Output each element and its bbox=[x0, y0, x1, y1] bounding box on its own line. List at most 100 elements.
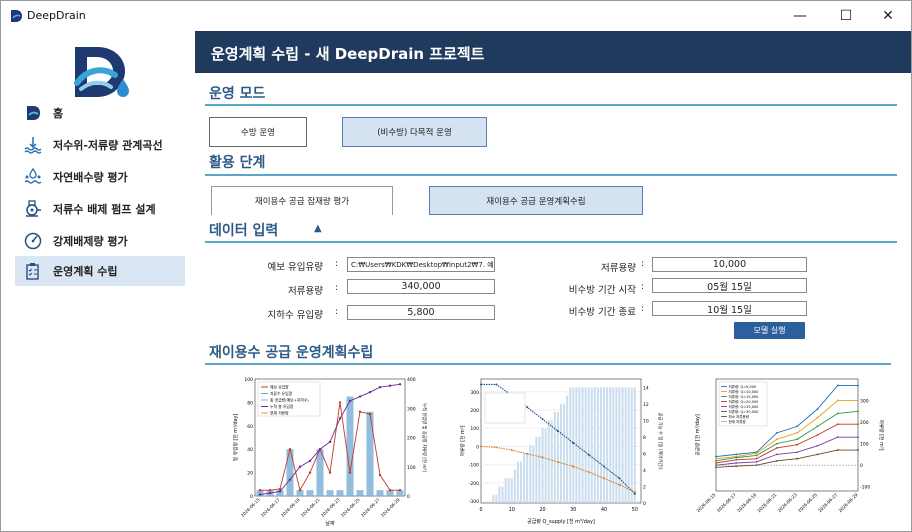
data-point bbox=[388, 488, 392, 492]
inflow-forecast-file-field[interactable]: C:₩Users₩KDK₩Desktop₩input2₩7. 예시_유입량 시나… bbox=[347, 257, 495, 272]
bar bbox=[578, 387, 581, 503]
storage-input[interactable]: 340,000 bbox=[347, 279, 495, 294]
legend-label: 예보 유입량 bbox=[270, 385, 289, 390]
bar bbox=[256, 490, 264, 496]
y-axis-label: 일 유입량 [천 m³/day] bbox=[232, 414, 239, 462]
legend-label: 저류량: Q=10,000 bbox=[729, 389, 759, 394]
sidebar-item-forced-drainage[interactable]: 강제배제량 평가 bbox=[15, 226, 185, 256]
data-point bbox=[378, 385, 382, 389]
series-line bbox=[715, 400, 858, 460]
mode-button-multipurpose[interactable]: (비수방) 다목적 운영 bbox=[342, 117, 487, 147]
data-point bbox=[755, 457, 758, 460]
y2-tick-label: 300 bbox=[407, 406, 416, 412]
data-point bbox=[298, 465, 302, 468]
bar bbox=[615, 387, 618, 503]
sidebar-item-pump-design[interactable]: 저류수 배제 펌프 설계 bbox=[15, 194, 185, 224]
data-point bbox=[603, 477, 606, 480]
sidebar-item-natural-drainage[interactable]: 자연배수량 평가 bbox=[15, 162, 185, 192]
y2-tick-label: 300 bbox=[860, 399, 869, 405]
period-start-input[interactable]: 05월 15일 bbox=[652, 278, 807, 293]
bar bbox=[630, 387, 633, 503]
groundwater-input[interactable]: 5,800 bbox=[347, 305, 495, 320]
section-divider bbox=[205, 174, 897, 176]
bar bbox=[606, 387, 609, 503]
data-point bbox=[378, 473, 382, 477]
data-point bbox=[541, 418, 544, 421]
data-point bbox=[258, 493, 262, 496]
close-button[interactable]: ✕ bbox=[882, 8, 894, 24]
data-point bbox=[278, 490, 282, 493]
y-tick-label: 100 bbox=[244, 377, 253, 383]
data-point bbox=[715, 464, 717, 467]
bar bbox=[532, 445, 535, 503]
bar bbox=[584, 387, 587, 503]
bar bbox=[523, 453, 526, 503]
x-axis-label: 공급량 Q_supply [천 m³/day] bbox=[527, 518, 595, 525]
data-point bbox=[338, 417, 342, 420]
bar bbox=[627, 387, 630, 503]
data-point bbox=[572, 441, 575, 444]
series-line bbox=[715, 423, 858, 464]
sidebar-item-operation-plan[interactable]: 운영계획 수립 bbox=[15, 256, 185, 286]
bar bbox=[621, 387, 624, 503]
storage-capacity-input[interactable]: 10,000 bbox=[652, 257, 807, 272]
data-point bbox=[480, 383, 482, 386]
sidebar-item-home[interactable]: 홈 bbox=[15, 98, 185, 128]
bar bbox=[535, 436, 538, 503]
colon: : bbox=[641, 259, 645, 269]
sidebar: 홈 저수위-저류량 관계곡선 자연배수량 평가 저류수 배제 펌프 설계 강제배… bbox=[1, 31, 195, 531]
y-tick-label: 80 bbox=[247, 400, 253, 406]
collapse-toggle-icon[interactable]: ▲ bbox=[314, 223, 322, 234]
data-point bbox=[268, 488, 272, 492]
bar bbox=[495, 494, 498, 503]
minimize-button[interactable]: — bbox=[793, 8, 807, 24]
legend-label: 총 공급량(예보+지하수) bbox=[270, 398, 309, 403]
tab-potential-evaluation[interactable]: 재이용수 공급 잠재량 평가 bbox=[211, 186, 393, 215]
groundwater-label: 지하수 유입량 bbox=[267, 310, 323, 321]
bar bbox=[326, 490, 334, 496]
app-logo-icon bbox=[11, 10, 22, 22]
data-point bbox=[715, 455, 717, 458]
y-tick-label: -200 bbox=[469, 481, 479, 487]
data-point bbox=[388, 384, 392, 387]
water-level-icon bbox=[23, 135, 43, 155]
data-point bbox=[775, 453, 778, 456]
bar bbox=[593, 387, 596, 503]
sidebar-item-label: 홈 bbox=[53, 107, 64, 120]
data-point bbox=[572, 465, 575, 468]
data-point bbox=[836, 384, 839, 387]
data-point bbox=[495, 383, 498, 386]
bar bbox=[587, 387, 590, 503]
mode-button-flood[interactable]: 수방 운영 bbox=[209, 117, 307, 147]
data-point bbox=[618, 483, 621, 486]
maximize-button[interactable]: ☐ bbox=[839, 8, 853, 24]
period-end-input[interactable]: 10월 15일 bbox=[652, 301, 807, 316]
y-tick-label: 300 bbox=[470, 390, 479, 396]
bar bbox=[510, 478, 513, 503]
x-tick-label: 2026-06-19 bbox=[736, 492, 758, 514]
x-axis-label: 날짜 bbox=[325, 520, 335, 527]
section-divider bbox=[205, 241, 897, 243]
y-tick-label: 0 bbox=[476, 444, 479, 450]
data-point bbox=[836, 412, 839, 415]
y-axis-label: 공급량 [천 m³/day] bbox=[694, 414, 701, 456]
data-point bbox=[775, 438, 778, 441]
x-tick-label: 2026-06-21 bbox=[756, 492, 778, 514]
y2-axis-label: 저류량 [천 m³] bbox=[878, 419, 885, 450]
data-point bbox=[288, 478, 292, 481]
data-point bbox=[258, 488, 262, 492]
data-point bbox=[398, 488, 402, 492]
data-point bbox=[775, 431, 778, 434]
sidebar-item-level-storage-curve[interactable]: 저수위-저류량 관계곡선 bbox=[15, 130, 185, 160]
tab-operation-plan[interactable]: 재이용수 공급 운영계획수립 bbox=[429, 186, 643, 215]
data-point bbox=[587, 471, 590, 473]
bar bbox=[501, 486, 504, 503]
window-title: DeepDrain bbox=[27, 9, 86, 22]
chart-storage-scenarios: -100 0 100 200 300 2026-06-15 2026-06-17 2026-0… bbox=[690, 371, 890, 529]
bar bbox=[356, 490, 364, 496]
x-tick-label: 2026-06-17 bbox=[716, 492, 738, 514]
run-model-button[interactable]: 모델 실행 bbox=[734, 322, 805, 339]
bar bbox=[516, 461, 519, 503]
section-title-plan: 재이용수 공급 운영계획수립 bbox=[209, 345, 374, 361]
